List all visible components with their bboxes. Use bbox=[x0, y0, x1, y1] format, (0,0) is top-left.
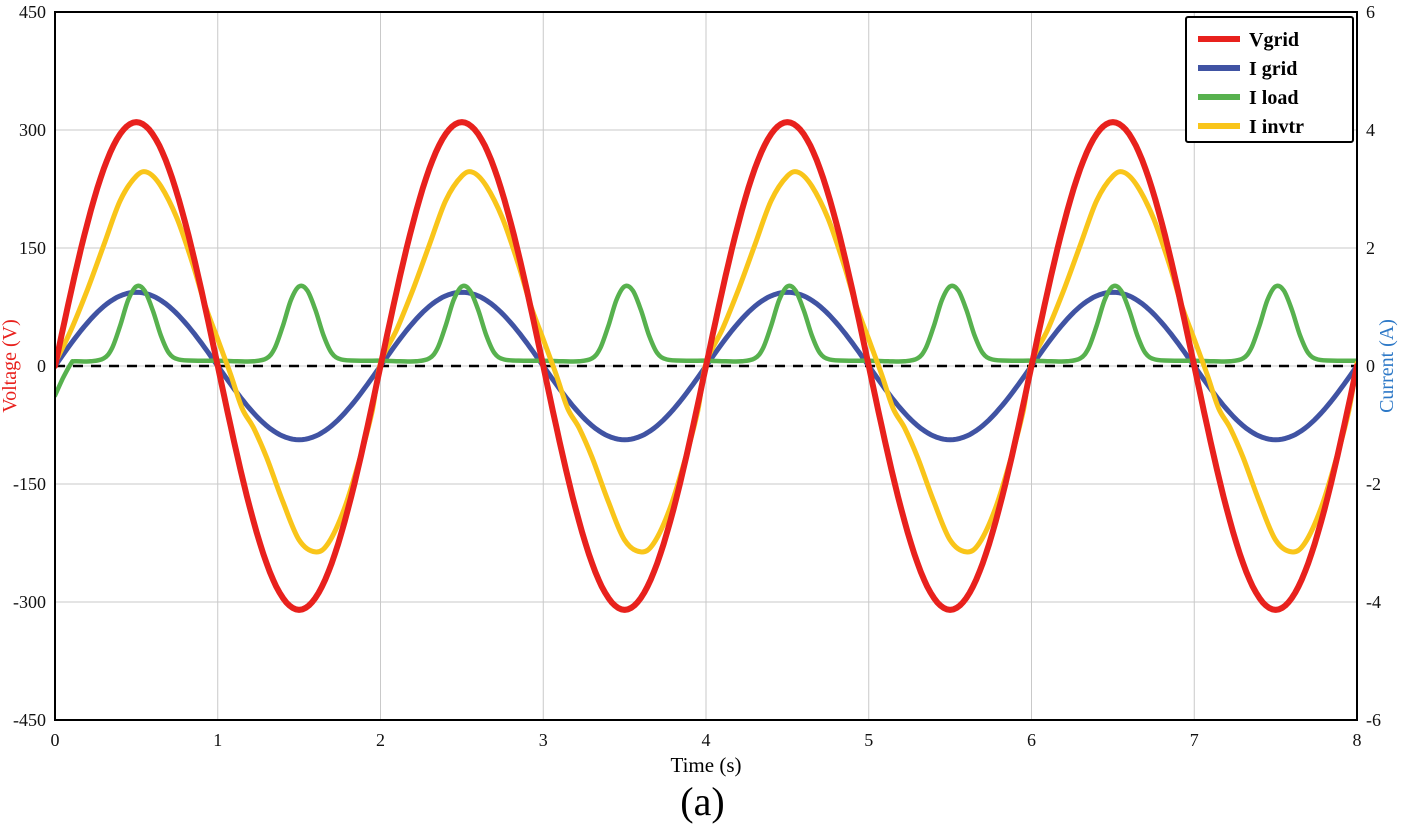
y-left-tick-label: -450 bbox=[13, 710, 46, 730]
x-tick-label: 0 bbox=[51, 730, 60, 750]
y-axis-right-tick-labels: -6 -4 -2 0 2 4 6 bbox=[1366, 2, 1381, 730]
legend-box bbox=[1185, 16, 1354, 143]
legend: Vgrid I grid I load I invtr bbox=[1185, 16, 1354, 143]
legend-label: I invtr bbox=[1249, 116, 1304, 138]
x-tick-label: 8 bbox=[1353, 730, 1362, 750]
legend-entry-i-grid: I grid bbox=[1198, 58, 1297, 80]
y-right-tick-label: -6 bbox=[1366, 710, 1381, 730]
series-line-vgrid bbox=[55, 119, 1357, 613]
x-tick-label: 5 bbox=[864, 730, 873, 750]
legend-label: I load bbox=[1249, 87, 1298, 109]
y-left-tick-label: -150 bbox=[13, 474, 46, 494]
x-tick-label: 6 bbox=[1027, 730, 1036, 750]
y-right-tick-label: -2 bbox=[1366, 474, 1381, 494]
legend-label: I grid bbox=[1249, 58, 1297, 80]
y-axis-right-title: Current (A) bbox=[1376, 319, 1398, 413]
x-axis-tick-labels: 0 1 2 3 4 5 6 7 8 bbox=[51, 730, 1362, 750]
waveform-chart: -450 -300 -150 0 150 300 450 -6 -4 -2 0 2 4 6 0 1 2 3 4 5 6 7… bbox=[0, 2, 1398, 777]
chart-canvas: -450 -300 -150 0 150 300 450 -6 -4 -2 0 2 4 6 0 1 2 3 4 5 6 7… bbox=[0, 2, 1398, 777]
y-right-tick-label: -4 bbox=[1366, 592, 1381, 612]
figure-caption: (a) bbox=[680, 779, 725, 824]
x-tick-label: 3 bbox=[539, 730, 548, 750]
series-group bbox=[55, 119, 1357, 613]
y-axis-left-tick-labels: -450 -300 -150 0 150 300 450 bbox=[13, 2, 46, 730]
legend-label: Vgrid bbox=[1249, 29, 1299, 51]
series-line-i-load bbox=[55, 283, 1357, 398]
y-axis-left-title: Voltage (V) bbox=[0, 319, 21, 413]
y-left-tick-label: 300 bbox=[19, 120, 46, 140]
x-tick-label: 7 bbox=[1190, 730, 1199, 750]
y-right-tick-label: 6 bbox=[1366, 2, 1375, 22]
legend-entry-i-invtr: I invtr bbox=[1198, 116, 1304, 138]
x-tick-label: 2 bbox=[376, 730, 385, 750]
x-axis-title: Time (s) bbox=[671, 753, 742, 777]
y-right-tick-label: 4 bbox=[1366, 120, 1375, 140]
y-left-tick-label: 150 bbox=[19, 238, 46, 258]
y-right-tick-label: 2 bbox=[1366, 238, 1375, 258]
legend-entry-i-load: I load bbox=[1198, 87, 1298, 109]
y-left-tick-label: -300 bbox=[13, 592, 46, 612]
x-tick-label: 4 bbox=[702, 730, 711, 750]
y-left-tick-label: 450 bbox=[19, 2, 46, 22]
plot-border bbox=[54, 11, 1358, 721]
legend-entry-vgrid: Vgrid bbox=[1198, 29, 1299, 51]
y-right-tick-label: 0 bbox=[1366, 356, 1375, 376]
x-tick-label: 1 bbox=[213, 730, 222, 750]
y-left-tick-label: 0 bbox=[37, 356, 46, 376]
